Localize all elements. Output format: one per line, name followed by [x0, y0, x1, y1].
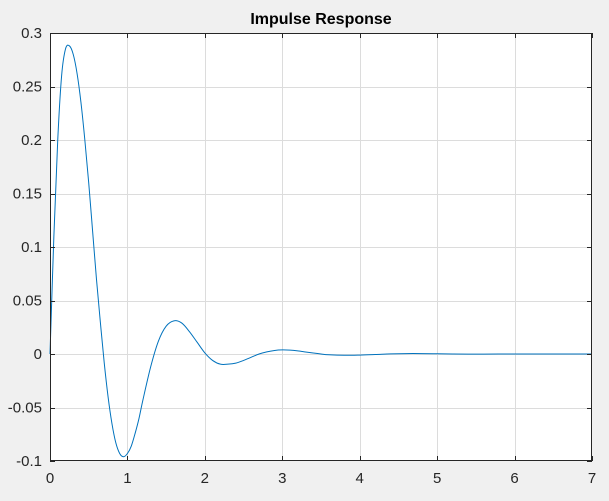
- y-tick-label: 0: [34, 346, 42, 363]
- y-tick-label: 0.25: [13, 79, 42, 96]
- y-tick-label: -0.05: [8, 400, 42, 417]
- x-tick-label: 4: [356, 470, 364, 487]
- tick-marks: [50, 33, 593, 462]
- x-tick-label: 5: [433, 470, 441, 487]
- impulse-response-series-line: [49, 44, 592, 458]
- y-tick-label: 0.3: [21, 25, 42, 42]
- chart-title: Impulse Response: [250, 11, 391, 28]
- y-tick-label: 0.05: [13, 293, 42, 310]
- x-tick-label: 6: [510, 470, 518, 487]
- y-tick-label: 0.15: [13, 186, 42, 203]
- x-tick-label: 1: [123, 470, 131, 487]
- y-tick-label: 0.2: [21, 132, 42, 149]
- y-tick-label: 0.1: [21, 239, 42, 256]
- y-tick-label: -0.1: [16, 453, 42, 470]
- x-tick-label: 3: [278, 470, 286, 487]
- x-tick-label: 0: [46, 470, 54, 487]
- x-tick-label: 2: [201, 470, 209, 487]
- tick-labels: 0 1 2 3 4 5 6 7 0.3 0.25 0.2 0.15 0.1 0.05 0 -0.05 -0.1: [8, 25, 596, 487]
- plot-area: [49, 44, 592, 458]
- x-tick-label: 7: [588, 470, 596, 487]
